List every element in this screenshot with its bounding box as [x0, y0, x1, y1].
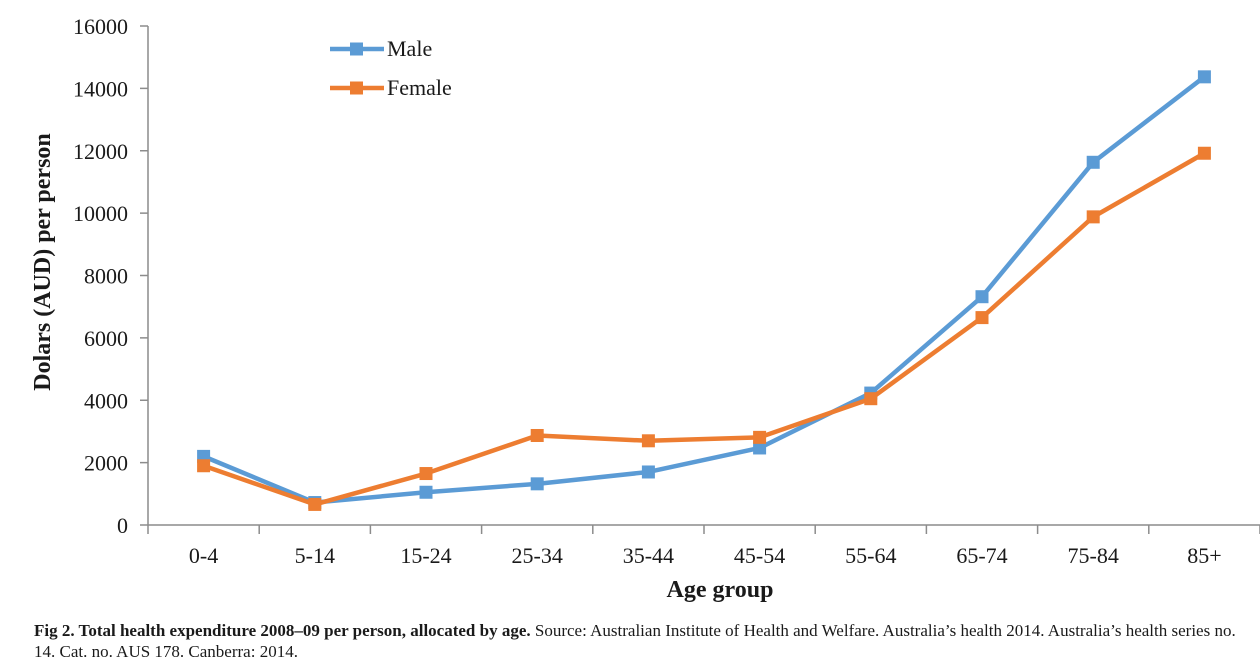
legend-marker-male	[350, 42, 363, 56]
y-tick-label: 6000	[84, 326, 128, 351]
x-tick-label: 65-74	[956, 543, 1007, 568]
y-tick-label: 16000	[73, 14, 128, 39]
series-line-male	[202, 75, 1206, 505]
data-point-male	[530, 477, 544, 491]
data-point-female	[753, 430, 767, 444]
y-tick-label: 0	[117, 513, 128, 538]
x-axis-title: Age group	[667, 577, 774, 603]
y-tick-label: 14000	[73, 76, 128, 101]
data-point-male	[1086, 155, 1100, 169]
data-point-female	[1086, 210, 1100, 224]
legend-marker-female	[350, 81, 363, 95]
y-tick-label: 10000	[73, 201, 128, 226]
data-point-female	[308, 497, 322, 511]
y-tick-label: 4000	[84, 388, 128, 413]
x-tick-label: 75-84	[1068, 543, 1119, 568]
line-chart: 0 2000 4000 6000 8000 10000 12000 14000 16000 0-…	[30, 14, 1260, 603]
x-tick-label: 35-44	[623, 543, 674, 568]
caption-text: Source: Australian Institute of Health a…	[34, 621, 1236, 661]
x-axis: 0-4 5-14 15-24 25-34 35-44 45-54 55-64 65-74 75-…	[147, 524, 1260, 568]
y-axis-title: Dolars (AUD) per person	[30, 133, 56, 391]
series-line-female	[202, 151, 1206, 507]
data-point-female	[641, 434, 655, 448]
x-tick-label: 0-4	[189, 543, 218, 568]
y-tick-label: 8000	[84, 264, 128, 289]
data-point-female	[197, 459, 211, 473]
data-point-male	[1197, 70, 1211, 84]
x-tick-label: 25-34	[512, 543, 563, 568]
series-layer	[197, 70, 1211, 511]
legend-label-male: Male	[387, 36, 432, 61]
x-tick-label: 15-24	[400, 543, 451, 568]
caption-lead: Fig 2. Total health expenditure 2008–09 …	[34, 621, 531, 640]
legend: Male Female	[330, 36, 452, 100]
data-point-female	[530, 428, 544, 442]
x-tick-label: 85+	[1187, 543, 1221, 568]
y-tick-label: 12000	[73, 139, 128, 164]
x-tick-label: 45-54	[734, 543, 785, 568]
y-tick-label: 2000	[84, 451, 128, 476]
data-point-male	[975, 290, 989, 304]
data-point-female	[975, 311, 989, 325]
data-point-male	[753, 441, 767, 455]
data-point-female	[864, 392, 878, 406]
data-point-female	[419, 467, 433, 481]
x-tick-label: 55-64	[845, 543, 896, 568]
figure-caption: Fig 2. Total health expenditure 2008–09 …	[34, 620, 1249, 662]
x-tick-label: 5-14	[295, 543, 335, 568]
data-point-male	[419, 485, 433, 499]
data-point-male	[641, 465, 655, 479]
legend-label-female: Female	[387, 75, 452, 100]
data-point-female	[1197, 146, 1211, 160]
y-axis: 0 2000 4000 6000 8000 10000 12000 14000 16000	[73, 14, 149, 538]
